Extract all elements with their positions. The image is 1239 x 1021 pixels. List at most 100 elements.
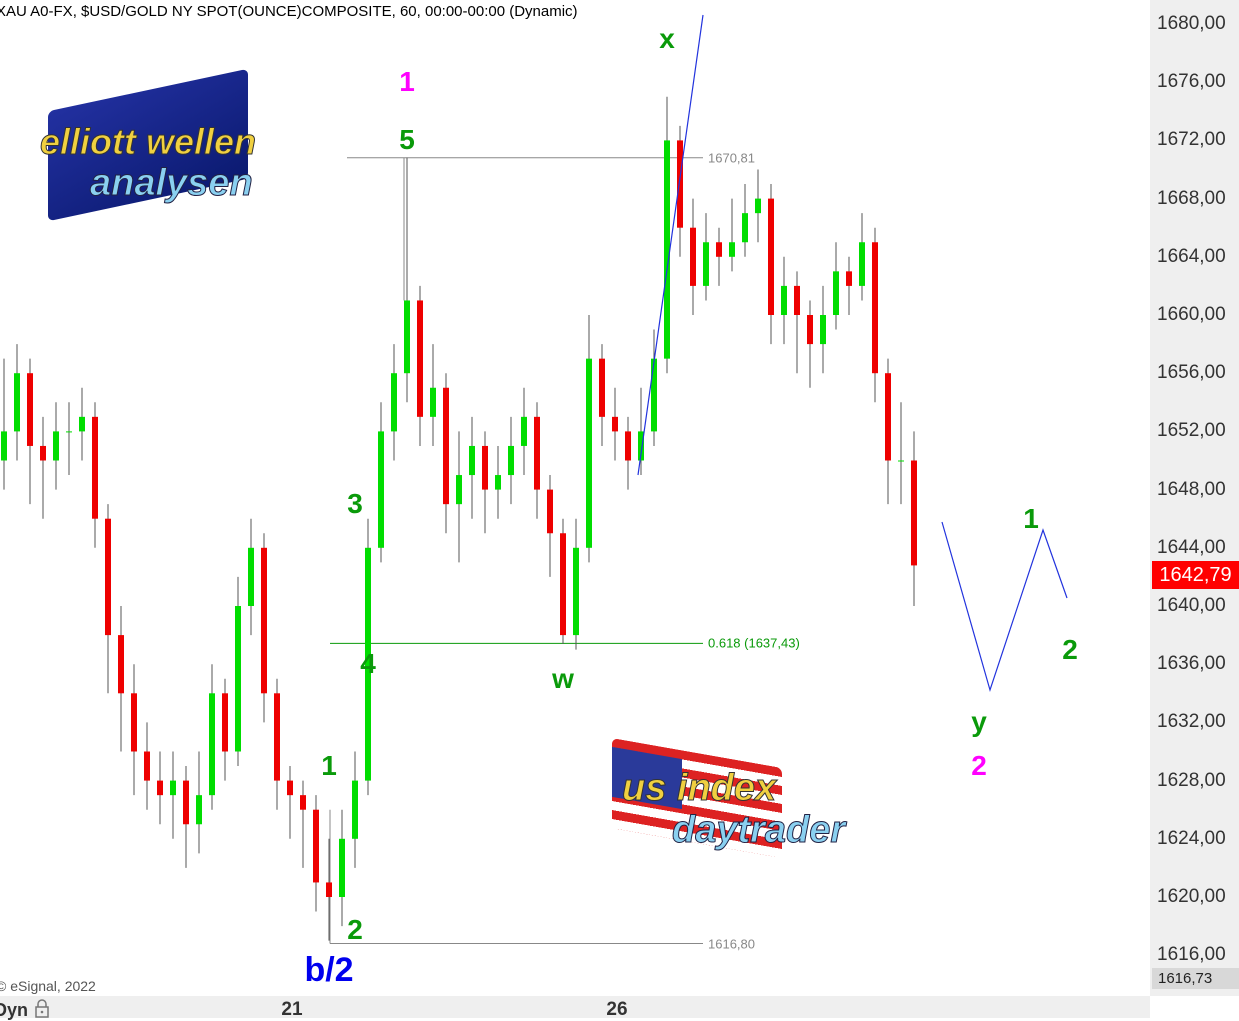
candle-down	[794, 285, 800, 315]
candle-down	[261, 547, 267, 694]
chart-title: XAU A0-FX, $USD/GOLD NY SPOT(OUNCE)COMPO…	[0, 3, 578, 20]
candle-down	[222, 693, 228, 752]
lock-icon[interactable]	[33, 999, 51, 1019]
wave-label: 1	[399, 66, 415, 98]
candle-up	[66, 431, 72, 433]
y-tick-label: 1668,00	[1157, 187, 1226, 209]
candle-down	[612, 416, 618, 432]
candle-up	[521, 416, 527, 446]
y-tick-label: 1628,00	[1157, 769, 1226, 791]
candle-down	[807, 315, 813, 345]
candle-up	[248, 547, 254, 606]
candle-down	[131, 693, 137, 752]
candle-down	[547, 489, 553, 534]
y-tick-label: 1632,00	[1157, 711, 1226, 733]
candle-down	[716, 242, 722, 257]
candle-down	[183, 780, 189, 825]
candle-up	[638, 431, 644, 461]
y-tick-label: 1680,00	[1157, 13, 1226, 34]
candle-up	[755, 198, 761, 214]
candle-up	[508, 445, 514, 476]
candle-up	[729, 242, 735, 257]
candle-down	[300, 795, 306, 810]
wave-label: y	[971, 706, 987, 738]
candle-down	[326, 882, 332, 897]
wave-label: 4	[360, 648, 376, 680]
y-tick-label: 1648,00	[1157, 478, 1226, 500]
candle-down	[274, 693, 280, 781]
projection-path	[941, 521, 1068, 693]
low-price-marker: 1616,73	[1152, 968, 1239, 989]
copyright: © eSignal, 2022	[0, 978, 96, 994]
candle-down	[417, 300, 423, 417]
candle-down	[144, 751, 150, 781]
candle-down	[534, 416, 540, 490]
candle-up	[495, 475, 501, 490]
candle-down	[911, 460, 917, 566]
candle-down	[677, 140, 683, 228]
candle-down	[40, 445, 46, 461]
candle-down	[846, 271, 852, 286]
candle-down	[872, 242, 878, 374]
dyn-mode[interactable]: Dyn	[0, 999, 51, 1021]
candle-up	[456, 475, 462, 505]
candle-up	[742, 213, 748, 243]
y-tick-label: 1636,00	[1157, 653, 1226, 675]
dyn-label: Dyn	[0, 1000, 29, 1020]
candle-up	[378, 431, 384, 548]
logo-text: daytrader	[671, 809, 846, 851]
y-tick-label: 1640,00	[1157, 595, 1226, 616]
y-tick-label: 1652,00	[1157, 420, 1226, 442]
candle-down	[768, 198, 774, 315]
us-index-daytrader-logo: us index daytrader	[612, 738, 882, 865]
candle-up	[235, 606, 241, 752]
candle-down	[27, 373, 33, 446]
candle-up	[833, 271, 839, 315]
candle-up	[1, 431, 7, 461]
candle-up	[53, 431, 59, 461]
candle-down	[118, 635, 124, 694]
candle-up	[651, 358, 657, 432]
time-axis[interactable]: 21 26	[0, 996, 1150, 1020]
candle-up	[820, 315, 826, 345]
candle-down	[105, 518, 111, 636]
candle-up	[391, 373, 397, 432]
candle-down	[443, 387, 449, 505]
candle-up	[703, 242, 709, 286]
candle-up	[781, 285, 787, 315]
candle-up	[859, 242, 865, 286]
candle-down	[560, 533, 566, 636]
candle-up	[14, 373, 20, 432]
y-tick-label: 1664,00	[1157, 245, 1226, 267]
candle-down	[690, 227, 696, 286]
candle-up	[664, 140, 670, 359]
candle-down	[313, 809, 319, 883]
y-tick-label: 1620,00	[1157, 886, 1226, 907]
candle-up	[79, 416, 85, 432]
last-price-marker: 1642,79	[1152, 561, 1239, 589]
candle-down	[92, 416, 98, 519]
candle-up	[898, 460, 904, 462]
wave-label: 2	[347, 913, 363, 945]
level-label: 1616,80	[708, 936, 755, 952]
level-label: 0.618 (1637,43)	[708, 635, 800, 651]
wave-label: 1	[1023, 502, 1039, 534]
wave-label: w	[552, 662, 574, 694]
price-axis[interactable]: 1680,00 1676,00 1672,00 1668,00 1664,00 1660,…	[1150, 0, 1239, 996]
candle-up	[339, 838, 345, 897]
y-tick-label: 1624,00	[1157, 827, 1226, 849]
candlestick-chart[interactable]	[0, 0, 1150, 996]
y-tick-label: 1644,00	[1157, 536, 1226, 558]
candle-up	[586, 358, 592, 548]
candle-up	[430, 387, 436, 417]
candle-down	[599, 358, 605, 417]
elliott-wellen-logo: elliott wellen analysen	[38, 68, 288, 222]
y-tick-label: 1656,00	[1157, 362, 1226, 384]
logo-text: analysen	[90, 162, 254, 204]
wave-label: 5	[399, 124, 415, 156]
wave-label: 2	[971, 750, 987, 782]
candle-down	[625, 431, 631, 461]
candle-down	[482, 445, 488, 490]
y-tick-label: 1676,00	[1157, 71, 1226, 93]
wave-label: 3	[347, 488, 363, 520]
